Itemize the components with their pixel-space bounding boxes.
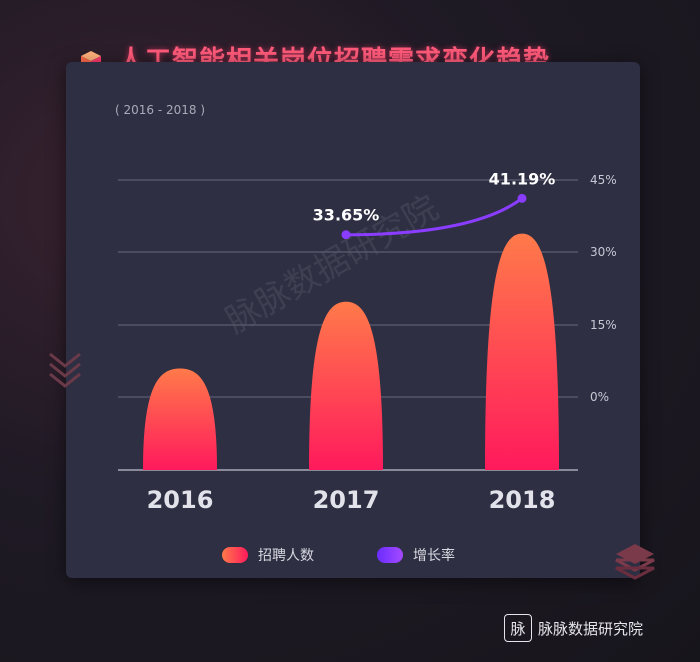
growth-rate-label: 41.19% [489, 169, 556, 188]
y2-tick-label: 30% [590, 245, 617, 259]
x-tick-label: 2017 [313, 486, 380, 514]
legend-label-recruits: 招聘人数 [258, 548, 314, 564]
bar-2016 [143, 368, 217, 470]
brand-name: 脉脉数据研究院 [538, 619, 644, 638]
growth-rate-line [345, 197, 523, 237]
growth-rate-point [341, 230, 351, 240]
y2-tick-label: 0% [590, 390, 609, 404]
x-tick-label: 2016 [147, 486, 214, 514]
chevron-down-icon [49, 352, 81, 388]
legend-swatch-recruits [222, 547, 248, 563]
brand-logo: 脉 [504, 614, 532, 642]
stacked-layers-icon [615, 544, 655, 580]
bar-2017 [309, 301, 383, 470]
growth-rate-point [517, 193, 527, 203]
growth-rate-label: 33.65% [313, 206, 380, 225]
legend-label-growth: 增长率 [413, 548, 455, 564]
brand: 脉 脉脉数据研究院 [504, 614, 643, 642]
y2-tick-label: 15% [590, 318, 617, 332]
period-label: ( 2016 - 2018 ) [115, 103, 206, 117]
bar-2018 [485, 233, 559, 470]
y2-tick-label: 45% [590, 173, 617, 187]
legend-swatch-growth [377, 547, 403, 563]
x-tick-label: 2018 [489, 486, 556, 514]
legend-item-growth[interactable]: 增长率 [377, 545, 455, 565]
legend-item-recruits[interactable]: 招聘人数 [222, 545, 314, 565]
